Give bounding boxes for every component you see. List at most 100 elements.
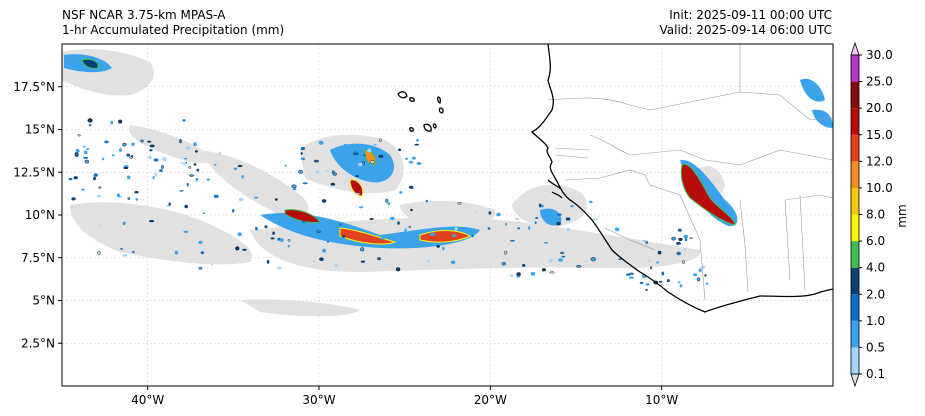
precip-cell [354, 193, 360, 195]
tick-label-lat: 10°N [25, 208, 55, 222]
precip-cell [426, 259, 430, 263]
precip-cell [77, 149, 80, 153]
colorbar-tick-label: 2.0 [866, 287, 885, 301]
cape-verde-sal [436, 96, 442, 104]
precip-cell [287, 244, 290, 248]
precip-cell [274, 198, 278, 201]
precip-cell [188, 165, 192, 169]
precip-cell [387, 202, 391, 206]
precip-cell [558, 258, 564, 262]
precip-cell [682, 260, 685, 265]
cape-verde-fogo [409, 127, 414, 132]
colorbar-max-arrow [850, 41, 860, 56]
precip-cell [165, 205, 170, 207]
precip-cell [505, 222, 508, 226]
precip-cell [184, 204, 188, 209]
precip-cell [298, 169, 303, 174]
precip-cell [405, 157, 408, 160]
precip-cell [561, 255, 566, 258]
precip-cell [104, 140, 109, 144]
country-borders [547, 44, 833, 301]
colorbar-tick-label: 30.0 [866, 48, 893, 62]
precip-cell [193, 163, 197, 166]
precip-small-cells [68, 118, 709, 291]
cape-verde-maio [432, 123, 437, 129]
precip-cell [134, 191, 139, 194]
tick-label-lat: 5°N [32, 294, 55, 308]
precip-cell [120, 247, 123, 250]
precip-cell [312, 260, 315, 263]
border-sierra-leone-liberia [604, 227, 656, 251]
precip-area-central-band [200, 150, 309, 219]
precip-area-coastal [512, 184, 588, 227]
precip-cell [442, 246, 445, 251]
precip-cell [357, 162, 363, 167]
precip-cell [232, 208, 235, 213]
precip-cell [159, 169, 163, 173]
colorbar-segment [851, 134, 859, 162]
precip-cell [198, 266, 203, 270]
precip-cell [270, 237, 275, 240]
colorbar-segment [851, 241, 859, 268]
precip-cell [253, 196, 259, 199]
precip-cell [97, 250, 101, 255]
precip-cell [149, 149, 153, 152]
precip-cell [279, 238, 284, 243]
precip-cell [98, 186, 102, 189]
tick-label-lon: 30°W [302, 393, 335, 407]
title-right: Init: 2025-09-11 00:00 UTC Valid: 2025-0… [659, 8, 832, 38]
precip-cell [592, 218, 598, 221]
precip-cell [287, 239, 291, 242]
precip-core-north [349, 179, 364, 197]
precip-cell [676, 251, 681, 256]
axis-ticks: 40°W 30°W 20°W 10°W 2.5°N 5°N 7.5°N 10°N 12.5°N 1… [13, 80, 678, 407]
precip-cell [556, 221, 561, 226]
colorbar-tick-label: 10.0 [866, 181, 893, 195]
precip-cell [318, 140, 324, 145]
precip-cell [168, 202, 171, 206]
precip-cells-central [330, 143, 394, 183]
precip-cell [119, 148, 122, 152]
precip-cell [566, 227, 570, 232]
precip-cell [313, 159, 319, 163]
precip-cell [185, 161, 188, 164]
precip-cell [666, 279, 670, 283]
precip-cell [359, 206, 364, 209]
precip-cell [326, 241, 330, 243]
precip-cell [184, 157, 188, 160]
precip-cell [183, 162, 186, 166]
precip-cell [126, 153, 130, 157]
precip-cell [360, 260, 366, 263]
precip-cell [658, 280, 663, 283]
tick-label-lon: 20°W [474, 393, 507, 407]
precip-cell [408, 225, 412, 229]
precip-cell [693, 273, 698, 277]
precip-cell [135, 198, 138, 201]
precip-cell [301, 220, 306, 223]
precip-cell [77, 134, 81, 137]
precip-cell [84, 159, 90, 164]
precip-cell [457, 202, 462, 205]
precip-cell [319, 221, 322, 225]
precip-cell [291, 184, 297, 189]
precip-cell [360, 247, 365, 252]
cape-verde-sao-vicente [409, 97, 415, 102]
precip-cell [510, 274, 514, 277]
precip-cell [110, 120, 114, 125]
precip-cell [153, 158, 159, 162]
precip-cell [576, 264, 582, 268]
precip-cell [319, 257, 324, 262]
precip-cell [343, 143, 348, 147]
precip-cell [202, 212, 206, 215]
precip-cell [98, 224, 101, 227]
border-niger [739, 91, 833, 121]
precip-cell [131, 142, 135, 146]
colorbar-segment [851, 55, 859, 82]
precip-cell [488, 211, 492, 215]
precip-cell [241, 175, 244, 179]
precip-cell [122, 254, 128, 257]
precip-cell [301, 157, 304, 161]
precip-cell [416, 138, 419, 142]
precip-cell [316, 230, 321, 233]
